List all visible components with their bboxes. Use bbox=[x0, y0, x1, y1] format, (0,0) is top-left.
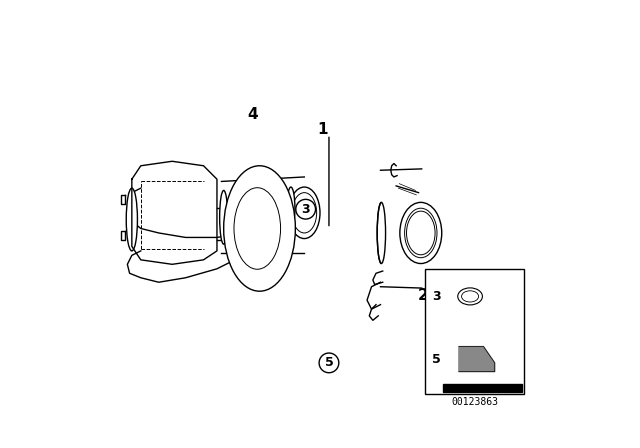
Polygon shape bbox=[443, 384, 522, 392]
Polygon shape bbox=[132, 161, 217, 264]
Ellipse shape bbox=[224, 166, 296, 291]
Circle shape bbox=[319, 353, 339, 373]
Text: 00123863: 00123863 bbox=[451, 397, 498, 407]
Text: 5: 5 bbox=[324, 356, 333, 370]
Ellipse shape bbox=[287, 187, 295, 229]
Ellipse shape bbox=[458, 288, 483, 305]
Ellipse shape bbox=[126, 188, 138, 251]
Text: 4: 4 bbox=[248, 107, 258, 122]
Ellipse shape bbox=[246, 189, 255, 238]
Ellipse shape bbox=[233, 190, 241, 241]
Ellipse shape bbox=[400, 202, 442, 263]
Text: 2: 2 bbox=[418, 288, 428, 303]
Ellipse shape bbox=[220, 190, 228, 244]
Circle shape bbox=[296, 199, 316, 219]
Text: 1: 1 bbox=[317, 122, 328, 138]
Text: 3: 3 bbox=[301, 202, 310, 216]
Text: 5: 5 bbox=[432, 353, 441, 366]
Bar bbox=[425, 269, 524, 394]
Ellipse shape bbox=[377, 202, 385, 263]
Text: 3: 3 bbox=[432, 290, 441, 303]
Ellipse shape bbox=[461, 291, 479, 302]
Ellipse shape bbox=[273, 188, 282, 233]
Polygon shape bbox=[459, 347, 495, 372]
Ellipse shape bbox=[260, 189, 268, 236]
